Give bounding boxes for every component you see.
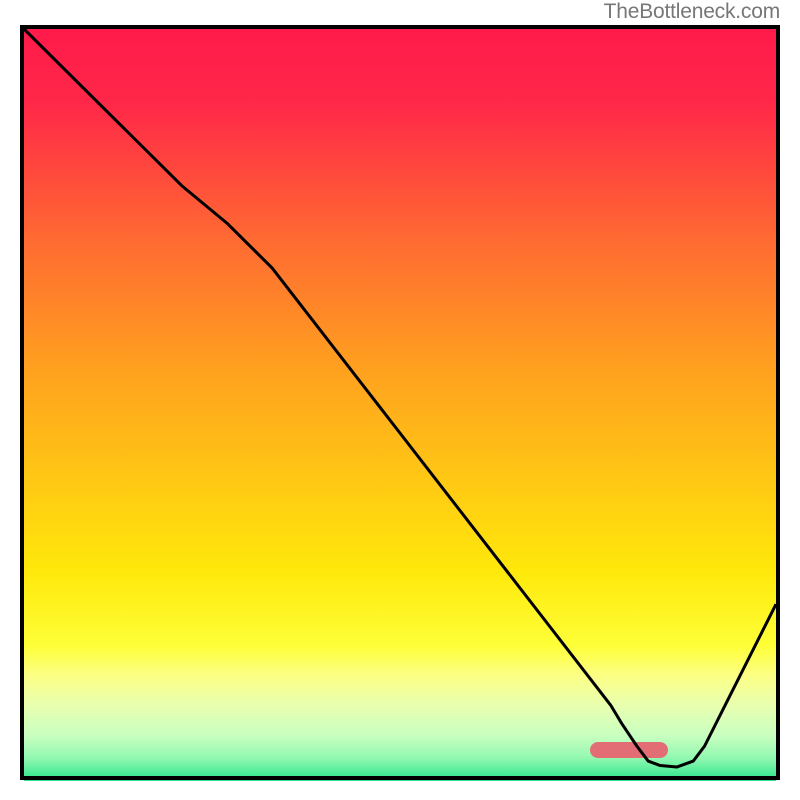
- valley-marker: [590, 742, 668, 758]
- chart-container: TheBottleneck.com: [0, 0, 800, 800]
- attribution-text: TheBottleneck.com: [604, 0, 780, 24]
- gradient-background: [24, 29, 776, 781]
- chart-box: [20, 25, 780, 780]
